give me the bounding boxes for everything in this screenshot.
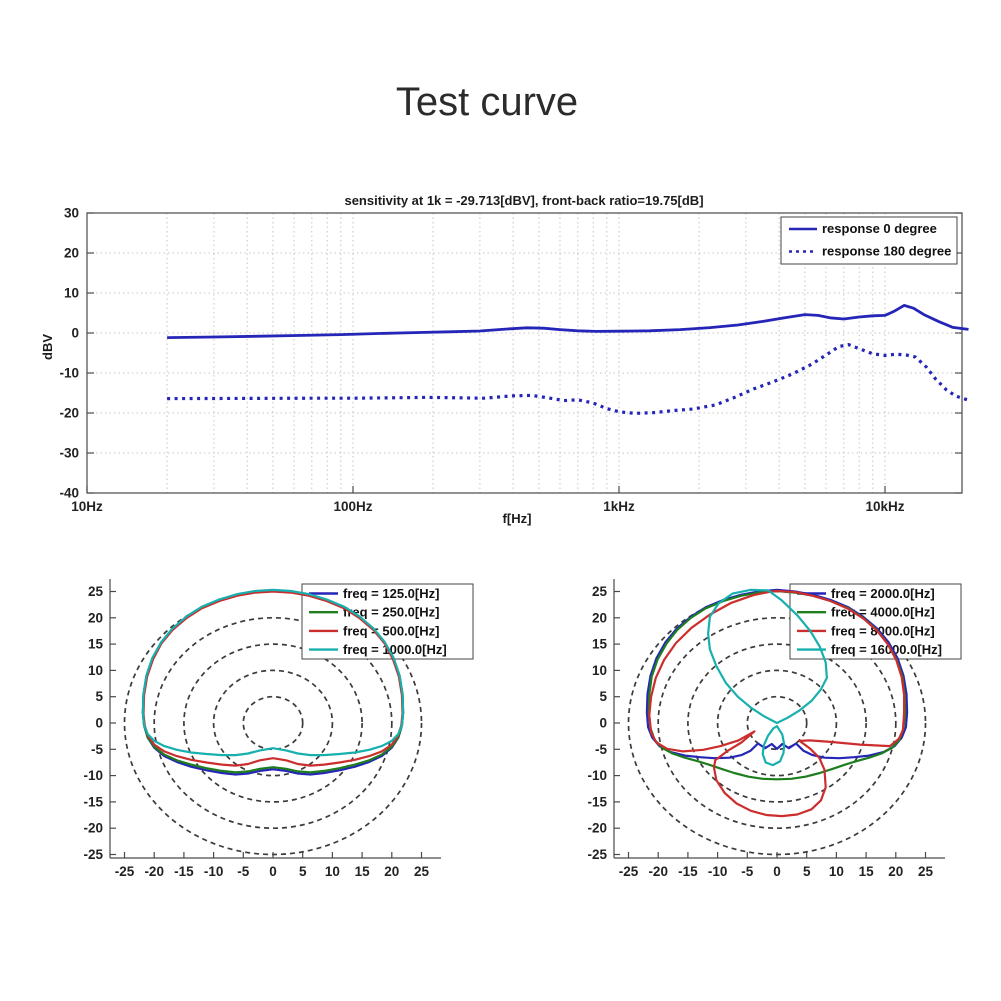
frequency-response-legend: response 0 degree response 180 degree bbox=[780, 216, 958, 265]
frequency-response-title: sensitivity at 1k = -29.713[dBV], front-… bbox=[344, 193, 704, 208]
tick-label: -30 bbox=[59, 446, 79, 461]
series-freq-8000-0-hz bbox=[648, 589, 906, 818]
tick-label: 20 bbox=[888, 864, 903, 879]
tick-label: response 180 degree bbox=[822, 244, 951, 259]
tick-label: 0 bbox=[71, 326, 79, 341]
grid-circle bbox=[183, 643, 363, 803]
tick-label: 15 bbox=[592, 637, 608, 652]
tick-label: -15 bbox=[174, 864, 194, 879]
tick-label: -25 bbox=[83, 847, 103, 862]
tick-label: 10 bbox=[88, 663, 103, 678]
tick-label: -10 bbox=[204, 864, 224, 879]
tick-label: 15 bbox=[859, 864, 875, 879]
tick-label: -10 bbox=[59, 366, 79, 381]
tick-label: 5 bbox=[95, 689, 103, 704]
series-freq-16000-0-hz bbox=[761, 725, 786, 767]
tick-label: -20 bbox=[587, 821, 607, 836]
tick-label: 1kHz bbox=[603, 499, 635, 514]
series-freq-16000-0-hz bbox=[706, 588, 829, 725]
grid-circle bbox=[242, 695, 304, 751]
tick-label: 20 bbox=[592, 610, 607, 625]
series-freq-1000-0-hz bbox=[141, 588, 405, 757]
tick-label: 0 bbox=[269, 864, 277, 879]
tick-label: 25 bbox=[918, 864, 934, 879]
tick-label: freq = 500.0[Hz] bbox=[343, 623, 439, 638]
tick-label: 0 bbox=[773, 864, 781, 879]
tick-label: -15 bbox=[678, 864, 698, 879]
tick-label: 15 bbox=[355, 864, 371, 879]
tick-label: 10kHz bbox=[865, 499, 904, 514]
grid-circle bbox=[746, 695, 808, 751]
tick-label: 0 bbox=[599, 716, 607, 731]
tick-label: 0 bbox=[95, 716, 103, 731]
tick-label: 10 bbox=[64, 286, 79, 301]
tick-label: 30 bbox=[64, 206, 79, 221]
tick-label: freq = 125.0[Hz] bbox=[343, 586, 439, 601]
series-response-180-degree bbox=[167, 343, 969, 415]
series-freq-500-0-hz bbox=[142, 590, 404, 767]
tick-label: 10 bbox=[325, 864, 340, 879]
tick-label: -5 bbox=[237, 864, 249, 879]
tick-label: -40 bbox=[59, 486, 79, 501]
page-title: Test curve bbox=[395, 80, 579, 124]
tick-label: 10Hz bbox=[71, 499, 103, 514]
tick-label: -10 bbox=[587, 768, 607, 783]
tick-label: -5 bbox=[91, 742, 103, 757]
tick-label: 25 bbox=[414, 864, 430, 879]
tick-label: -20 bbox=[144, 864, 164, 879]
series-freq-2000-0-hz bbox=[645, 588, 909, 760]
polar-pattern-low-frequencies: 25 20 15 10 5 0 -5 -10 -15 -20 -25 -25 -20 -15 -10 -5 0 5… bbox=[83, 579, 474, 879]
tick-label: -20 bbox=[83, 821, 103, 836]
tick-label: response 0 degree bbox=[822, 221, 937, 236]
tick-label: 20 bbox=[88, 610, 103, 625]
tick-label: freq = 16000.0[Hz] bbox=[831, 642, 942, 657]
tick-label: -20 bbox=[648, 864, 668, 879]
grid-circle bbox=[716, 669, 838, 777]
tick-label: -10 bbox=[708, 864, 728, 879]
frequency-response-xlabel: f[Hz] bbox=[502, 511, 532, 526]
tick-label: 5 bbox=[803, 864, 811, 879]
tick-label: -25 bbox=[619, 864, 639, 879]
tick-label: -15 bbox=[587, 794, 607, 809]
tick-label: freq = 2000.0[Hz] bbox=[831, 586, 935, 601]
tick-label: freq = 250.0[Hz] bbox=[343, 605, 439, 620]
grid-circle bbox=[687, 643, 867, 803]
tick-label: 25 bbox=[592, 584, 608, 599]
tick-label: 5 bbox=[299, 864, 307, 879]
tick-label: 100Hz bbox=[333, 499, 372, 514]
tick-label: freq = 4000.0[Hz] bbox=[831, 605, 935, 620]
tick-label: -5 bbox=[595, 742, 607, 757]
tick-label: 15 bbox=[88, 637, 104, 652]
tick-label: freq = 8000.0[Hz] bbox=[831, 623, 935, 638]
tick-label: 10 bbox=[592, 663, 607, 678]
tick-label: 5 bbox=[599, 689, 607, 704]
tick-label: -25 bbox=[115, 864, 135, 879]
tick-label: freq = 1000.0[Hz] bbox=[343, 642, 447, 657]
tick-label: 20 bbox=[384, 864, 399, 879]
grid-circle bbox=[212, 669, 334, 777]
tick-label: -10 bbox=[83, 768, 103, 783]
tick-label: -15 bbox=[83, 794, 103, 809]
polar-pattern-high-frequencies: 25 20 15 10 5 0 -5 -10 -15 -20 -25 -25 -20 -15 -10 -5 0 5… bbox=[587, 579, 962, 879]
series-response-0-degree bbox=[167, 303, 969, 339]
tick-label: -5 bbox=[741, 864, 753, 879]
tick-label: 10 bbox=[829, 864, 844, 879]
grid-circle bbox=[153, 616, 393, 830]
tick-label: -20 bbox=[59, 406, 79, 421]
tick-label: 25 bbox=[88, 584, 104, 599]
tick-label: 20 bbox=[64, 246, 79, 261]
grid-circle bbox=[657, 616, 897, 830]
tick-label: -25 bbox=[587, 847, 607, 862]
